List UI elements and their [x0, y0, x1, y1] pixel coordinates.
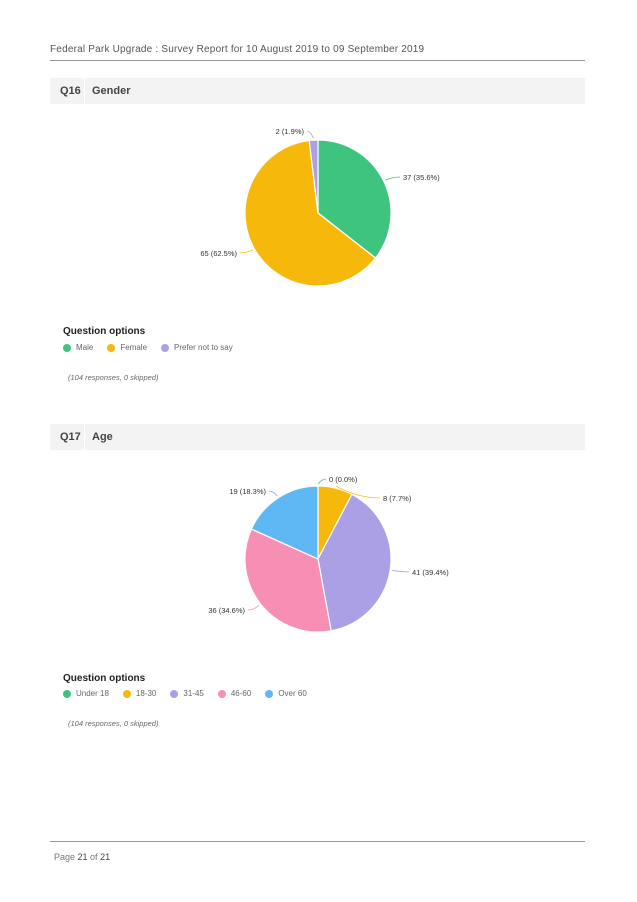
legend-swatch — [63, 689, 71, 698]
legend-item: Under 18 — [63, 689, 109, 698]
legend-swatch — [122, 689, 131, 698]
legend-age: Under 18 18-30 31-45 46-60 Over 60 — [63, 689, 307, 698]
question-header-q17: Q17 Age — [50, 424, 585, 450]
legend-item: Over 60 — [265, 689, 307, 698]
footer-of: of — [87, 852, 101, 862]
question-title: Age — [92, 431, 113, 443]
question-header-separator — [84, 78, 85, 104]
legend-item: Prefer not to say — [161, 343, 233, 352]
legend-item: Female — [107, 343, 147, 352]
pie-leader-line — [247, 604, 260, 611]
responses-note: (104 responses, 0 skipped) — [68, 373, 159, 382]
pie-data-label: 19 (18.3%) — [229, 487, 266, 496]
pie-leader-line — [335, 485, 381, 499]
pie-leader-line — [239, 249, 253, 254]
legend-swatch — [170, 689, 179, 698]
header-divider — [50, 60, 585, 61]
pie-slice-female — [244, 139, 377, 287]
pie-leader-line — [392, 569, 410, 573]
responses-note: (104 responses, 0 skipped) — [68, 719, 159, 728]
pie-leader-line — [306, 130, 314, 139]
pie-slice-31-45 — [317, 493, 392, 632]
footer-divider — [50, 841, 585, 842]
footer-prefix: Page — [54, 852, 78, 862]
legend-swatch — [107, 343, 116, 352]
current-page: 21 — [77, 852, 88, 862]
question-title: Gender — [92, 85, 131, 97]
pie-slice-prefer-not-to-say — [308, 139, 319, 214]
question-options-title: Question options — [63, 673, 146, 684]
legend-gender: Male Female Prefer not to say — [63, 343, 233, 352]
question-number: Q17 — [60, 431, 81, 443]
pie-data-label: 0 (0.0%) — [329, 475, 358, 484]
question-options-title: Question options — [63, 326, 146, 337]
legend-label: 18-30 — [135, 689, 157, 698]
legend-label: 46-60 — [230, 689, 252, 698]
legend-label: 31-45 — [183, 689, 204, 698]
pie-leader-line — [317, 478, 327, 485]
question-header-separator — [84, 424, 85, 450]
pie-data-label: 37 (35.6%) — [403, 173, 440, 182]
page-footer: Page 21 of 21 — [54, 852, 110, 862]
pie-data-label: 2 (1.9%) — [276, 127, 305, 136]
question-number: Q16 — [60, 85, 81, 97]
legend-item: 31-45 — [170, 689, 204, 698]
legend-label: Under 18 — [76, 689, 109, 698]
pie-data-label: 8 (7.7%) — [383, 494, 412, 503]
total-pages: 21 — [100, 852, 111, 862]
pie-slice-male — [317, 139, 392, 259]
pie-leader-line — [268, 490, 278, 497]
pie-slice-over-60 — [250, 485, 319, 560]
pie-data-label: 41 (39.4%) — [412, 568, 449, 577]
pie-leader-line — [385, 176, 401, 181]
legend-swatch — [63, 343, 71, 352]
pie-data-label: 36 (34.6%) — [208, 606, 245, 615]
legend-label: Female — [120, 343, 148, 352]
pie-data-label: 65 (62.5%) — [200, 249, 237, 258]
legend-label: Male — [76, 343, 94, 352]
legend-swatch — [217, 689, 226, 698]
legend-item: 46-60 — [217, 689, 252, 698]
legend-label: Over 60 — [278, 689, 307, 698]
legend-item: Male — [63, 343, 93, 352]
legend-label: Prefer not to say — [174, 343, 233, 352]
pie-slice-46-60 — [244, 528, 332, 633]
report-header: Federal Park Upgrade : Survey Report for… — [50, 44, 425, 55]
question-header-q16: Q16 Gender — [50, 78, 585, 104]
legend-item: 18-30 — [122, 689, 157, 698]
legend-swatch — [265, 689, 274, 698]
legend-swatch — [161, 343, 170, 352]
